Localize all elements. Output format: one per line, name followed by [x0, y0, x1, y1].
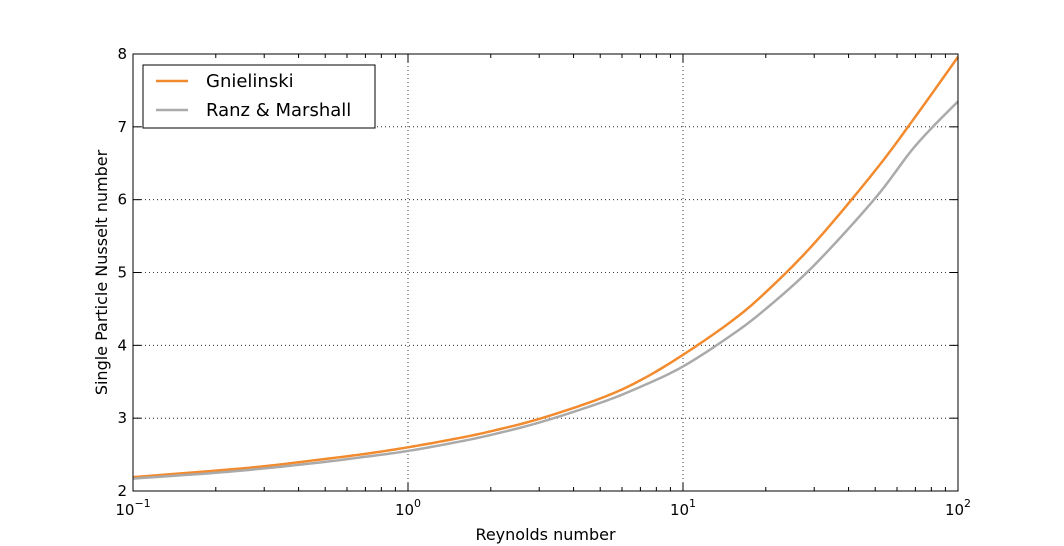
x-tick-label: 102: [945, 497, 971, 519]
x-tick-label: 101: [670, 497, 696, 519]
y-tick-label: 4: [117, 336, 127, 354]
legend: Gnielinski Ranz & Marshall: [142, 64, 376, 129]
x-tick-exponent: −1: [134, 497, 150, 510]
x-tick-base: 10: [945, 501, 964, 519]
y-tick-label: 5: [117, 264, 127, 282]
y-axis-label: Single Particle Nusselt number: [92, 149, 111, 395]
x-tick-labels: 10−1 100 101 102: [115, 497, 971, 519]
ticks: [132, 53, 959, 492]
series-line-1: [132, 100, 959, 480]
x-tick-label: 10−1: [115, 497, 150, 519]
x-axis-label: Reynolds number: [475, 525, 616, 544]
x-tick-exponent: 1: [689, 497, 696, 510]
x-tick-label: 100: [395, 497, 421, 519]
x-tick-base: 10: [395, 501, 414, 519]
y-tick-labels: 2 3 4 5 6 7 8: [117, 45, 127, 500]
x-tick-base: 10: [670, 501, 689, 519]
x-tick-exponent: 0: [414, 497, 421, 510]
series-layer: [132, 56, 960, 480]
x-tick-exponent: 2: [964, 497, 971, 510]
y-tick-label: 8: [117, 45, 127, 63]
y-tick-label: 3: [117, 409, 127, 427]
legend-label-1: Ranz & Marshall: [206, 100, 351, 121]
y-tick-label: 7: [117, 118, 127, 136]
y-tick-label: 6: [117, 191, 127, 209]
legend-label-0: Gnielinski: [206, 71, 294, 92]
legend-box: [142, 64, 376, 129]
x-tick-base: 10: [115, 501, 134, 519]
y-tick-label: 2: [117, 482, 127, 500]
series-line-0: [132, 56, 960, 479]
